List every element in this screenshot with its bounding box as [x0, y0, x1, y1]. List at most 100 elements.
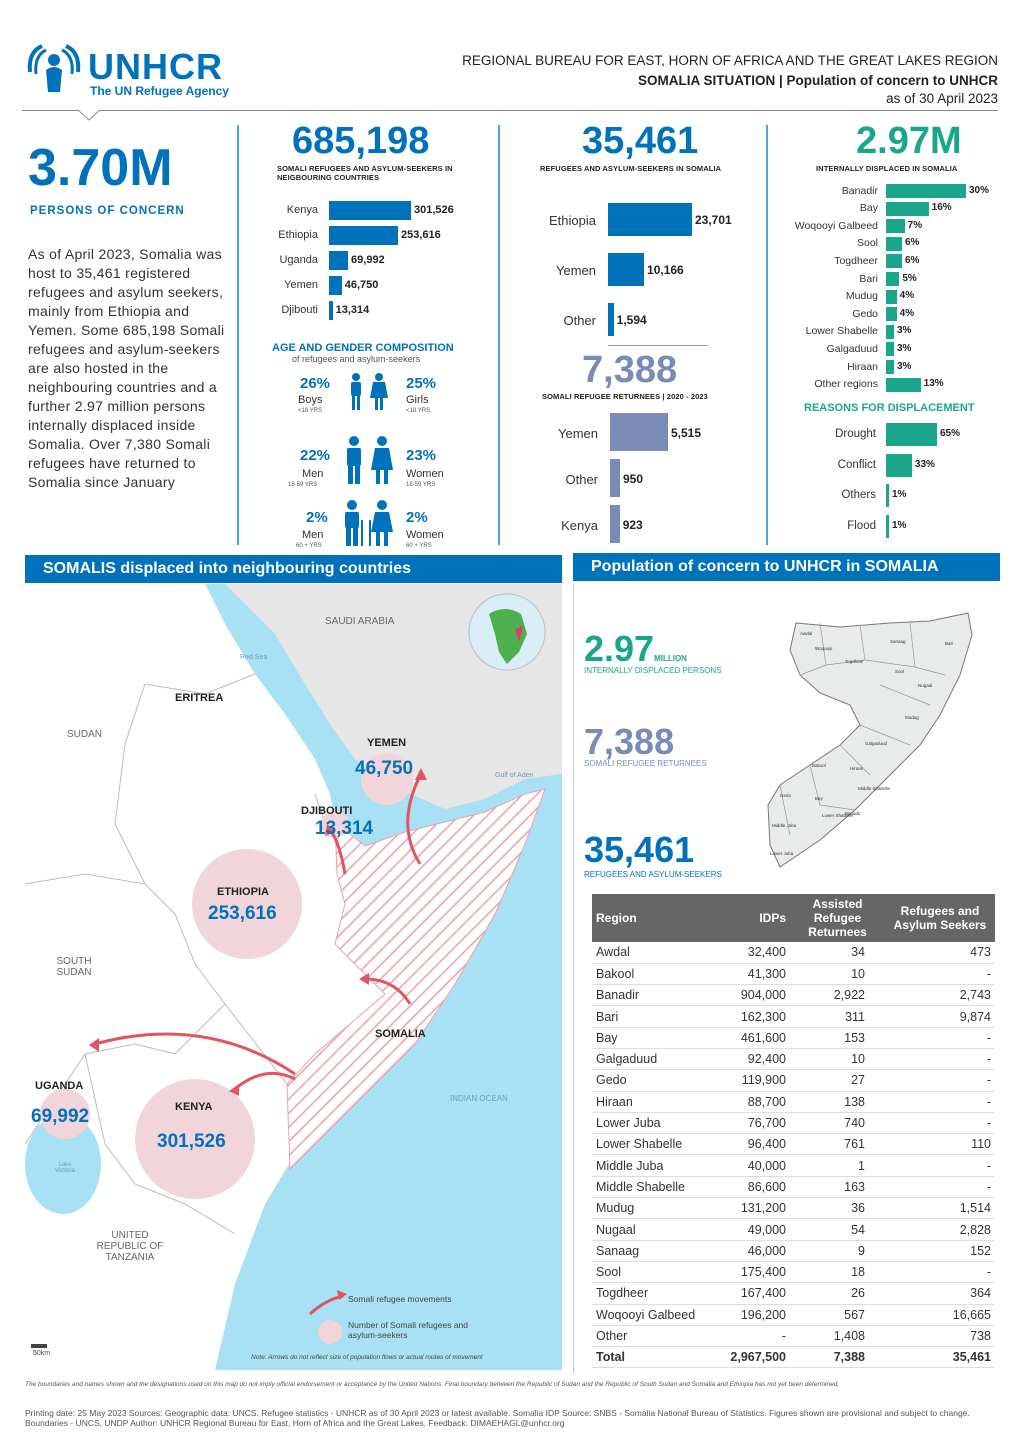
kenya-value: 301,526 [157, 1131, 226, 1152]
neighbouring-label: Ethiopia [278, 229, 318, 241]
somalia-outline [767, 612, 973, 868]
map-region-bay: Bay [815, 796, 824, 801]
old-women-pct: 2% [406, 509, 428, 526]
neighbouring-bar [329, 201, 411, 220]
table-cell-refugees: - [885, 1112, 995, 1135]
neighbouring-label: Yemen [284, 279, 318, 291]
uganda-value: 69,992 [31, 1106, 90, 1127]
table-cell-idps: 167,400 [710, 1282, 790, 1305]
girls-sub: <18 YRS [406, 408, 431, 414]
unhcr-logo: UNHCR The UN Refugee Agency [22, 42, 242, 102]
table-cell-refugees: - [885, 1027, 995, 1049]
left-map: SAUDI ARABIA ERITREA SUDAN SOUTH SUDAN U… [25, 584, 562, 1370]
neighbouring-bar [329, 301, 333, 320]
table-cell-refugees: 35,461 [885, 1346, 995, 1369]
neighbouring-bar [329, 276, 342, 295]
table-cell-idps: 119,900 [710, 1069, 790, 1092]
table-header-idps: IDPs [710, 894, 790, 942]
returnees-value: 923 [622, 517, 643, 532]
in-somalia-value: 10,166 [647, 263, 684, 277]
table-cell-returnees: 1,408 [790, 1325, 885, 1348]
boy-girl-icon [351, 373, 388, 410]
table-row: Sool 175,400 18- [592, 1261, 995, 1284]
header-divider [22, 110, 998, 111]
idp-region-bar [886, 219, 905, 234]
in-somalia-bar [608, 303, 614, 336]
table-cell-refugees: 364 [885, 1282, 995, 1305]
map-region-sool: Sool [895, 669, 904, 674]
right-panel-frame [573, 583, 1000, 1373]
header-divider-notch [78, 109, 100, 121]
map-region-gedo: Gedo [780, 793, 792, 798]
idp-region-bar [886, 272, 900, 286]
old-men-sub: 60 + YRS [296, 543, 322, 549]
age-gender-subtitle: of refugees and asylum-seekers [292, 354, 421, 364]
idp-region-label: Other regions [814, 378, 878, 391]
age-gender-title: AGE AND GENDER COMPOSITION [272, 342, 454, 354]
map-region-galgaduud: Galgaduud [865, 741, 888, 746]
legend-movements-label: Somali refugee movements [348, 1294, 452, 1304]
map-region-mjuba: Middle Juba [772, 823, 797, 828]
table-cell-returnees: 740 [790, 1112, 885, 1135]
idp-region-label: Woqooyi Galbeed [794, 219, 878, 232]
women-label: Women [406, 468, 444, 480]
in-somalia-bar [608, 253, 645, 286]
header-line-1: REGIONAL BUREAU FOR EAST, HORN OF AFRICA… [462, 53, 998, 68]
idp-region-label: Bari [859, 272, 878, 285]
table-row: Lower Juba 76,700 740- [592, 1112, 995, 1135]
yemen-bubble [361, 753, 413, 805]
table-cell-returnees: 2,922 [790, 984, 885, 1007]
men-sub: 18-59 YRS [288, 482, 318, 488]
table-cell-returnees: 163 [790, 1176, 885, 1199]
neighbouring-label: SOMALI REFUGEES AND ASYLUM-SEEKERS IN NE… [277, 164, 453, 182]
table-cell-returnees: 9 [790, 1240, 885, 1262]
men-label: Men [302, 468, 324, 480]
djibouti-name: DJIBOUTI [301, 805, 353, 817]
old-women-sub: 60 + YRS [406, 543, 432, 549]
men-pct: 22% [300, 447, 331, 464]
idp-region-label: Lower Shabelle [805, 325, 878, 338]
idp-label: INTERNALLY DISPLACED IN SOMALIA [816, 164, 958, 173]
idp-region-value: 3% [897, 325, 912, 337]
table-cell-region: Gedo [592, 1069, 710, 1092]
girls-pct: 25% [406, 375, 437, 392]
neighbouring-total: 685,198 [292, 120, 430, 162]
region-table: Region IDPs Assisted Refugee Returnees R… [592, 894, 995, 1369]
header-line-3: as of 30 April 2023 [886, 91, 998, 106]
table-cell-refugees: 152 [885, 1240, 995, 1262]
table-cell-idps: 32,400 [710, 942, 790, 964]
table-cell-idps: 76,700 [710, 1112, 790, 1135]
table-row: Other -1,408 738 [592, 1325, 995, 1348]
label-indian-ocean: INDIAN OCEAN [450, 1094, 508, 1103]
right-idp-value: 2.97 [584, 628, 655, 669]
scale-label: 50km [33, 1350, 51, 1357]
idp-total: 2.97M [856, 120, 962, 162]
map-region-mshabelle: Middle Shabelle [858, 786, 891, 791]
women-sub: 18-59 YRS [406, 482, 436, 488]
table-cell-refugees: 738 [885, 1325, 995, 1348]
right-idp-unit: MILLION [654, 654, 687, 663]
in-somalia-label: Other [563, 313, 596, 328]
table-cell-idps: 49,000 [710, 1218, 790, 1241]
map-region-woqooyi: Woqooyi [815, 646, 832, 651]
label-tanzania: UNITED REPUBLIC OF TANZANIA [96, 1230, 164, 1263]
idp-region-bar [886, 236, 902, 251]
kenya-bubble [135, 1079, 255, 1199]
table-cell-region: Middle Juba [592, 1154, 710, 1177]
table-cell-returnees: 36 [790, 1197, 885, 1220]
table-row: Awdal 32,400 34 473 [592, 942, 995, 964]
idp-region-bar [886, 307, 897, 322]
label-lake-victoria: Lake Victoria [55, 1162, 75, 1174]
idp-region-label: Sool [856, 237, 878, 250]
reason-value: 1% [892, 519, 907, 531]
table-cell-idps: 2,967,500 [710, 1346, 790, 1369]
table-cell-returnees: 27 [790, 1069, 885, 1092]
returnees-value: 950 [622, 471, 644, 486]
map-region-nugaal: Nugaal [918, 683, 932, 688]
separator-2 [498, 125, 500, 545]
right-ret-value: 7,388 [584, 721, 675, 762]
idp-region-bar [886, 289, 897, 304]
in-somalia-label: Yemen [556, 263, 596, 278]
idp-region-bar [886, 254, 902, 269]
table-cell-region: Bakool [592, 963, 710, 986]
